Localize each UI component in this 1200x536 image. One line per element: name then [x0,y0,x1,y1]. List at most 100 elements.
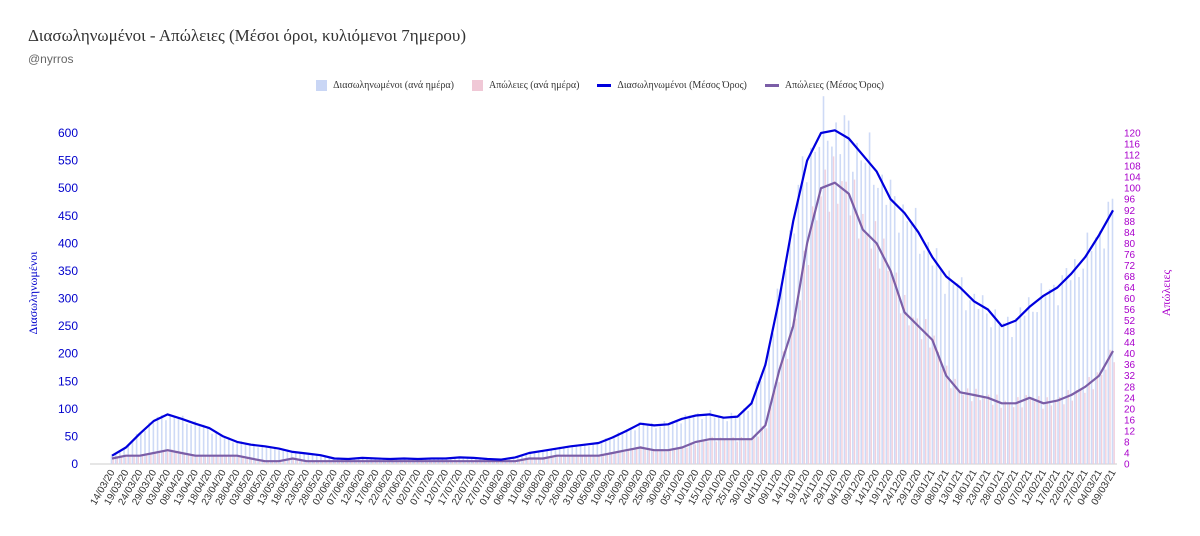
deaths-daily-bar [229,455,232,464]
deaths-daily-bar [1004,400,1007,464]
intubated-daily-bar [1048,289,1051,464]
intubated-daily-bar [843,115,846,464]
legend-item-deaths-daily[interactable]: Απώλειες (ανά ημέρα) [471,80,579,91]
intubated-daily-bar [759,381,762,464]
deaths-daily-bar [816,220,818,464]
legend-label: Απώλειες (Μέσος Όρος) [784,80,884,91]
intubated-daily-bar [265,446,268,464]
intubated-daily-bar [253,445,255,464]
deaths-daily-bar [824,169,826,465]
y-right-tick-label: 80 [1124,239,1136,250]
deaths-daily-bar [535,458,537,464]
intubated-daily-bar [868,132,871,465]
intubated-daily-bar [944,293,946,464]
intubated-daily-bar [856,142,858,464]
deaths-daily-bar [979,400,981,464]
deaths-daily-bar [460,461,462,464]
deaths-daily-bar [799,300,801,464]
intubated-daily-bar [939,269,942,464]
deaths-daily-bar [213,455,215,464]
deaths-daily-bar [552,457,554,464]
intubated-daily-bar [219,434,222,464]
legend-swatch-intubated-daily [316,80,328,91]
y-left-tick-label: 550 [58,154,78,168]
deaths-daily-bar [246,458,248,464]
deaths-daily-bar [933,335,935,464]
intubated-daily-bar [914,207,917,465]
deaths-daily-bar [966,388,969,464]
deaths-daily-bar [225,456,227,464]
y-right-tick-label: 108 [1124,162,1141,173]
deaths-daily-bar [221,454,223,464]
y-right-tick-label: 112 [1124,151,1140,162]
y-right-tick-label: 56 [1124,305,1136,316]
deaths-daily-bar [715,441,718,464]
intubated-daily-bar [986,313,988,464]
deaths-daily-bar [451,461,454,464]
deaths-daily-bar [916,318,919,464]
intubated-daily-bar [994,309,997,464]
intubated-daily-bar [743,408,745,464]
intubated-daily-bar [299,453,301,464]
deaths-daily-bar [120,456,123,464]
y-right-axis-title: Απώλειες [1159,270,1173,317]
intubated-daily-bar [1107,201,1110,464]
deaths-daily-bar [1067,390,1069,464]
intubated-daily-bar [1015,318,1017,464]
intubated-daily-bar [1065,268,1068,464]
intubated-daily-bar [223,437,226,464]
intubated-daily-bar [1044,296,1047,464]
deaths-daily-bar [1096,372,1099,464]
deaths-daily-bar [652,450,655,464]
deaths-daily-bar [171,449,173,464]
deaths-daily-bar [832,156,835,465]
deaths-daily-bar [497,460,500,464]
intubated-daily-bar [852,171,854,464]
y-right-tick-label: 88 [1124,217,1136,228]
intubated-daily-bar [789,230,791,464]
deaths-daily-bar [208,455,211,464]
deaths-daily-bar [468,461,470,464]
y-left-tick-label: 350 [58,264,78,278]
intubated-daily-bar [919,253,921,464]
bars-group [110,96,1115,465]
deaths-daily-bar [891,275,893,464]
intubated-daily-bar [282,449,285,464]
deaths-daily-bar [828,211,831,464]
deaths-daily-bar [204,455,207,464]
legend-item-intubated-avg[interactable]: Διασωληνωμένοι (Μέσος Όρος) [597,80,747,91]
legend-item-deaths-avg[interactable]: Απώλειες (Μέσος Όρος) [764,80,884,91]
deaths-daily-bar [853,179,856,464]
deaths-daily-bar [686,447,688,464]
deaths-daily-bar [259,460,261,464]
deaths-daily-bar [238,456,240,464]
y-right-tick-label: 68 [1124,272,1136,283]
legend-item-intubated-daily[interactable]: Διασωληνωμένοι (ανά ημέρα) [316,80,454,91]
intubated-daily-bar [864,162,867,465]
deaths-daily-bar [803,250,805,464]
intubated-daily-bar [793,233,795,464]
intubated-daily-bar [780,283,783,464]
deaths-daily-bar [1017,397,1019,464]
deaths-daily-bar [753,436,755,464]
deaths-daily-bar [242,455,244,464]
intubated-daily-bar [935,248,938,464]
deaths-daily-bar [795,318,797,464]
intubated-daily-bar [173,415,176,464]
intubated-daily-bar [655,428,657,464]
intubated-daily-bar [839,154,842,464]
deaths-daily-bar [133,456,135,464]
intubated-daily-bar [805,182,808,464]
deaths-daily-bar [1008,402,1011,464]
deaths-daily-bar [1105,369,1107,464]
deaths-daily-bar [531,458,533,464]
intubated-daily-bar [621,433,624,464]
deaths-daily-bar [862,213,864,464]
intubated-daily-bar [604,438,607,464]
intubated-daily-bar [165,420,167,464]
intubated-daily-bar [684,414,687,464]
intubated-daily-bar [1090,250,1093,464]
deaths-daily-bar [912,317,914,464]
intubated-daily-bar [906,221,909,464]
intubated-daily-bar [831,146,833,464]
